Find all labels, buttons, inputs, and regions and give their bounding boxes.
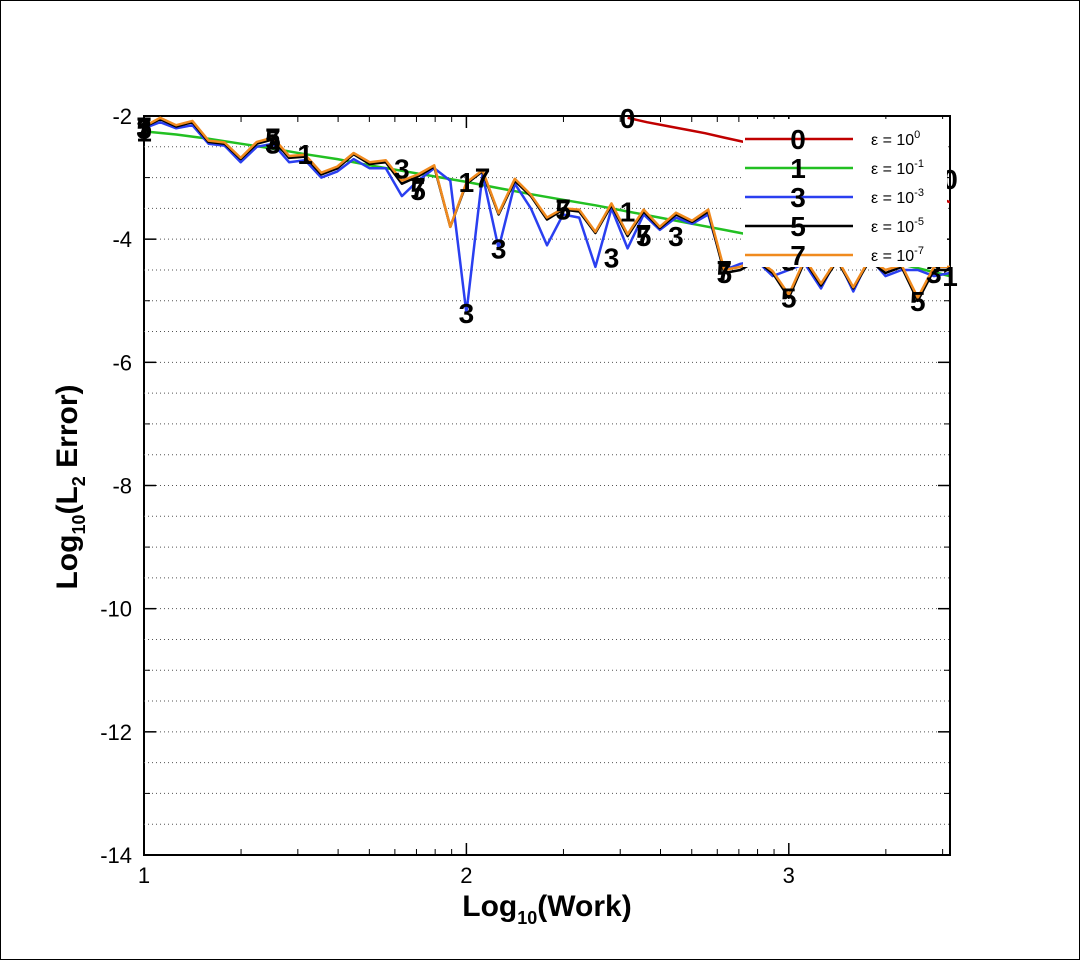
series-marker-5: 5: [136, 112, 152, 143]
y-tick-label: -2: [112, 104, 132, 129]
legend-symbol-0: 0: [790, 124, 806, 155]
legend-label-1: ε = 10-1: [871, 158, 924, 178]
series-marker-7: 7: [410, 172, 426, 203]
y-tick-label: -4: [112, 227, 132, 252]
series-marker-3: 3: [394, 153, 410, 184]
y-tick-label: -12: [100, 720, 132, 745]
series-marker-3: 3: [491, 233, 507, 264]
legend-symbol-7: 7: [790, 240, 806, 271]
x-tick-label: 3: [783, 863, 795, 888]
x-axis-title: Log10(Work): [462, 890, 631, 928]
series-marker-3: 3: [604, 243, 620, 274]
series-marker-3: 3: [668, 221, 684, 252]
legend-label-0: ε = 100: [871, 129, 920, 149]
legend-label-3: ε = 10-3: [871, 187, 924, 207]
series-marker-3: 3: [459, 298, 475, 329]
series-marker-5: 5: [636, 221, 652, 252]
series-marker-5: 5: [781, 283, 797, 314]
series-marker-1: 1: [297, 139, 313, 170]
y-tick-label: -14: [100, 843, 132, 868]
y-tick-label: -8: [112, 474, 132, 499]
legend-symbol-3: 3: [790, 182, 806, 213]
y-tick-label: -10: [100, 597, 132, 622]
series-marker-1: 1: [459, 167, 475, 198]
series-marker-5: 5: [910, 286, 926, 317]
series-marker-7: 7: [136, 111, 152, 142]
legend-symbol-5: 5: [790, 211, 806, 242]
y-tick-label: -6: [112, 350, 132, 375]
x-tick-label: 2: [460, 863, 472, 888]
axis-ticks: -2-4-6-8-10-12-141 2 3: [100, 104, 950, 888]
series-marker-3: 3: [136, 113, 152, 144]
series-marker-5: 5: [555, 195, 571, 226]
series-marker-5: 5: [265, 124, 281, 155]
series-line-7: [144, 116, 950, 299]
x-tick-label: 1: [138, 863, 150, 888]
series-marker-5: 5: [717, 258, 733, 289]
series-marker-7: 7: [717, 255, 733, 286]
series-marker-7: 7: [555, 193, 571, 224]
series-marker-1: 1: [942, 261, 958, 292]
legend-label-7: ε = 10-7: [871, 245, 924, 265]
series-marker-1: 1: [620, 196, 636, 227]
series-marker-7: 7: [475, 163, 491, 194]
series-marker-5: 5: [410, 175, 426, 206]
series-marker-3: 3: [265, 129, 281, 160]
legend-symbol-1: 1: [790, 153, 806, 184]
legend-label-5: ε = 10-5: [871, 216, 924, 236]
series-markers: 0011111333333333555555557777777: [136, 103, 958, 329]
y-axis-title: Log10(L2 Error): [51, 384, 89, 589]
series-marker-7: 7: [265, 123, 281, 154]
series-marker-0: 0: [620, 103, 636, 134]
series-marker-7: 7: [636, 219, 652, 250]
series-line-3: [144, 120, 950, 315]
series-marker-1: 1: [136, 116, 152, 147]
legend-box: [743, 119, 947, 267]
legend: 0 ε = 100 1 ε = 10-1 3 ε = 10-3 5 ε = 10-5 7 ε = …: [743, 119, 947, 271]
